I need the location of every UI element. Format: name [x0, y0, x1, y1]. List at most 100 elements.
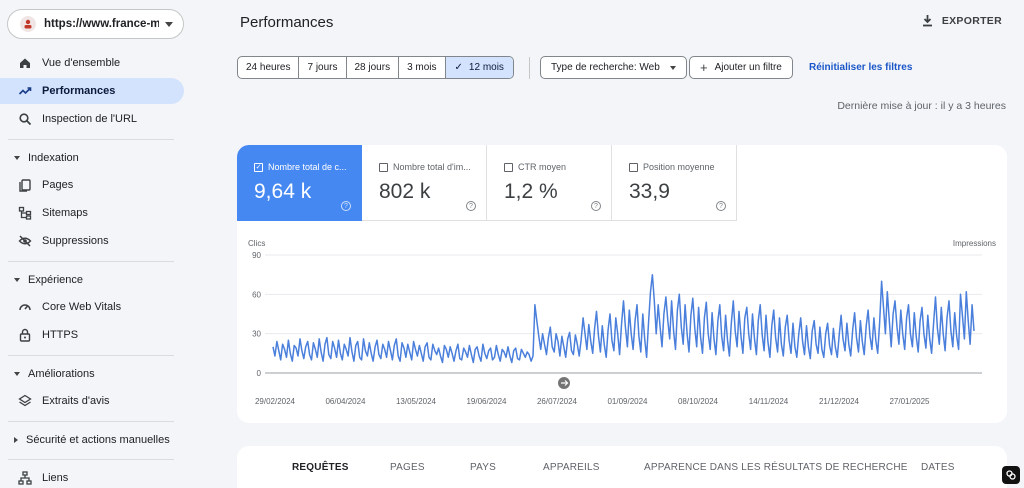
- range-label: 24 heures: [246, 62, 291, 73]
- plus-icon: +: [700, 60, 708, 75]
- range-label: 12 mois: [468, 62, 504, 73]
- metric-value: 33,9: [629, 180, 670, 203]
- checkbox-icon: [504, 162, 513, 172]
- nav-label: Pages: [42, 179, 74, 191]
- help-icon[interactable]: ?: [716, 201, 726, 211]
- x-tick-label: 13/05/2024: [396, 397, 437, 406]
- caret-right-icon: [14, 437, 18, 443]
- divider: [8, 421, 174, 422]
- tab-devices[interactable]: APPAREILS: [543, 462, 600, 473]
- last-update-text: Dernière mise à jour : il y a 3 heures: [837, 100, 1006, 112]
- help-icon[interactable]: ?: [591, 201, 601, 211]
- section-security[interactable]: Sécurité et actions manuelles: [0, 429, 184, 451]
- section-label: Sécurité et actions manuelles: [26, 434, 170, 446]
- metric-average-ctr[interactable]: CTR moyen 1,2 % ?: [487, 145, 612, 221]
- layers-icon: [18, 394, 32, 408]
- tab-dates[interactable]: DATES: [921, 462, 955, 473]
- search-type-dropdown[interactable]: Type de recherche: Web: [540, 56, 687, 79]
- download-icon: [922, 15, 932, 27]
- metric-total-clicks[interactable]: ✓ Nombre total de c... 9,64 k ?: [237, 145, 362, 221]
- nav-overview[interactable]: Vue d'ensemble: [0, 50, 184, 76]
- date-range-selector: 24 heures 7 jours 28 jours 3 mois ✓ 12 mo…: [237, 56, 514, 79]
- nav-label: Extraits d'avis: [42, 395, 110, 407]
- check-icon: ✓: [454, 62, 463, 73]
- visibility-off-icon: [18, 234, 32, 248]
- range-label: 3 mois: [407, 62, 437, 73]
- metric-label: CTR moyen: [518, 162, 567, 172]
- y-tick-label: 30: [252, 330, 261, 339]
- range-24h[interactable]: 24 heures: [238, 57, 300, 78]
- pages-icon: [18, 178, 32, 192]
- annotation-marker[interactable]: [558, 377, 570, 389]
- nav-links[interactable]: Liens: [0, 465, 184, 488]
- caret-down-icon: [14, 278, 20, 282]
- property-url: https://www.france-me...: [44, 18, 159, 30]
- nav-label: Sitemaps: [42, 207, 88, 219]
- nav-core-web-vitals[interactable]: Core Web Vitals: [0, 294, 184, 320]
- export-button[interactable]: EXPORTER: [921, 14, 1002, 27]
- nav-pages[interactable]: Pages: [0, 172, 184, 198]
- property-selector[interactable]: https://www.france-me...: [7, 9, 184, 39]
- series-line[interactable]: [272, 273, 975, 364]
- metric-label: Nombre total de c...: [268, 162, 347, 172]
- x-tick-label: 19/06/2024: [466, 397, 507, 406]
- reset-filters-link[interactable]: Réinitialiser les filtres: [809, 62, 913, 73]
- x-tick-label: 21/12/2024: [819, 397, 860, 406]
- caret-down-icon: [14, 156, 20, 160]
- caret-down-icon: [669, 65, 676, 70]
- extension-icon[interactable]: [1002, 466, 1020, 484]
- x-tick-label: 01/09/2024: [607, 397, 648, 406]
- links-icon: [18, 471, 32, 485]
- divider: [8, 355, 174, 356]
- nav-label: Liens: [42, 472, 69, 484]
- metric-value: 1,2 %: [504, 180, 558, 203]
- tab-pages[interactable]: PAGES: [390, 462, 425, 473]
- tab-queries[interactable]: REQUÊTES: [292, 462, 349, 473]
- section-indexing[interactable]: Indexation: [0, 147, 184, 169]
- section-label: Améliorations: [28, 368, 95, 380]
- nav-sitemaps[interactable]: Sitemaps: [0, 200, 184, 226]
- report-tabs: REQUÊTES PAGES PAYS APPAREILS APPARENCE …: [237, 446, 1007, 488]
- page-title: Performances: [240, 14, 334, 31]
- performance-chart: Clics Impressions 0 30 60 90 29/02/2024 06/0…: [248, 239, 996, 406]
- performance-card: ✓ Nombre total de c... 9,64 k ? Nombre to…: [237, 145, 1007, 423]
- search-icon: [18, 112, 32, 126]
- search-type-label: Type de recherche: Web: [551, 62, 660, 73]
- y-tick-label: 90: [252, 251, 261, 260]
- add-filter-button[interactable]: + Ajouter un filtre: [689, 56, 793, 79]
- nav-performance[interactable]: Performances: [0, 78, 184, 104]
- nav-url-inspection[interactable]: Inspection de l'URL: [0, 106, 184, 132]
- range-12m[interactable]: ✓ 12 mois: [445, 57, 513, 78]
- nav-review-snippets[interactable]: Extraits d'avis: [0, 388, 184, 414]
- y-axis-label-right: Impressions: [953, 239, 996, 248]
- divider: [8, 459, 174, 460]
- metric-label: Position moyenne: [643, 162, 715, 172]
- nav-label: Inspection de l'URL: [42, 113, 138, 125]
- section-label: Indexation: [28, 152, 79, 164]
- metric-average-position[interactable]: Position moyenne 33,9 ?: [612, 145, 737, 221]
- range-7d[interactable]: 7 jours: [299, 57, 347, 78]
- section-enhancements[interactable]: Améliorations: [0, 363, 184, 385]
- site-favicon-icon: [20, 16, 36, 32]
- range-label: 7 jours: [307, 62, 338, 73]
- help-icon[interactable]: ?: [341, 201, 351, 211]
- divider: [529, 57, 530, 79]
- range-label: 28 jours: [354, 62, 391, 73]
- speed-icon: [18, 300, 32, 314]
- nav-https[interactable]: HTTPS: [0, 322, 184, 348]
- chevron-down-icon: [165, 21, 173, 27]
- x-tick-label: 27/01/2025: [889, 397, 930, 406]
- range-3m[interactable]: 3 mois: [399, 57, 446, 78]
- tab-search-appearance[interactable]: APPARENCE DANS LES RÉSULTATS DE RECHERCH…: [644, 462, 908, 473]
- section-experience[interactable]: Expérience: [0, 269, 184, 291]
- help-icon[interactable]: ?: [466, 201, 476, 211]
- sitemap-icon: [18, 206, 32, 220]
- nav-removals[interactable]: Suppressions: [0, 228, 184, 254]
- metric-total-impressions[interactable]: Nombre total d'im... 802 k ?: [362, 145, 487, 221]
- checkbox-icon: [379, 162, 388, 172]
- y-axis-label-left: Clics: [248, 239, 265, 248]
- range-28d[interactable]: 28 jours: [347, 57, 400, 78]
- checkbox-checked-icon: ✓: [254, 162, 263, 172]
- tab-countries[interactable]: PAYS: [470, 462, 496, 473]
- nav-label: Suppressions: [42, 235, 109, 247]
